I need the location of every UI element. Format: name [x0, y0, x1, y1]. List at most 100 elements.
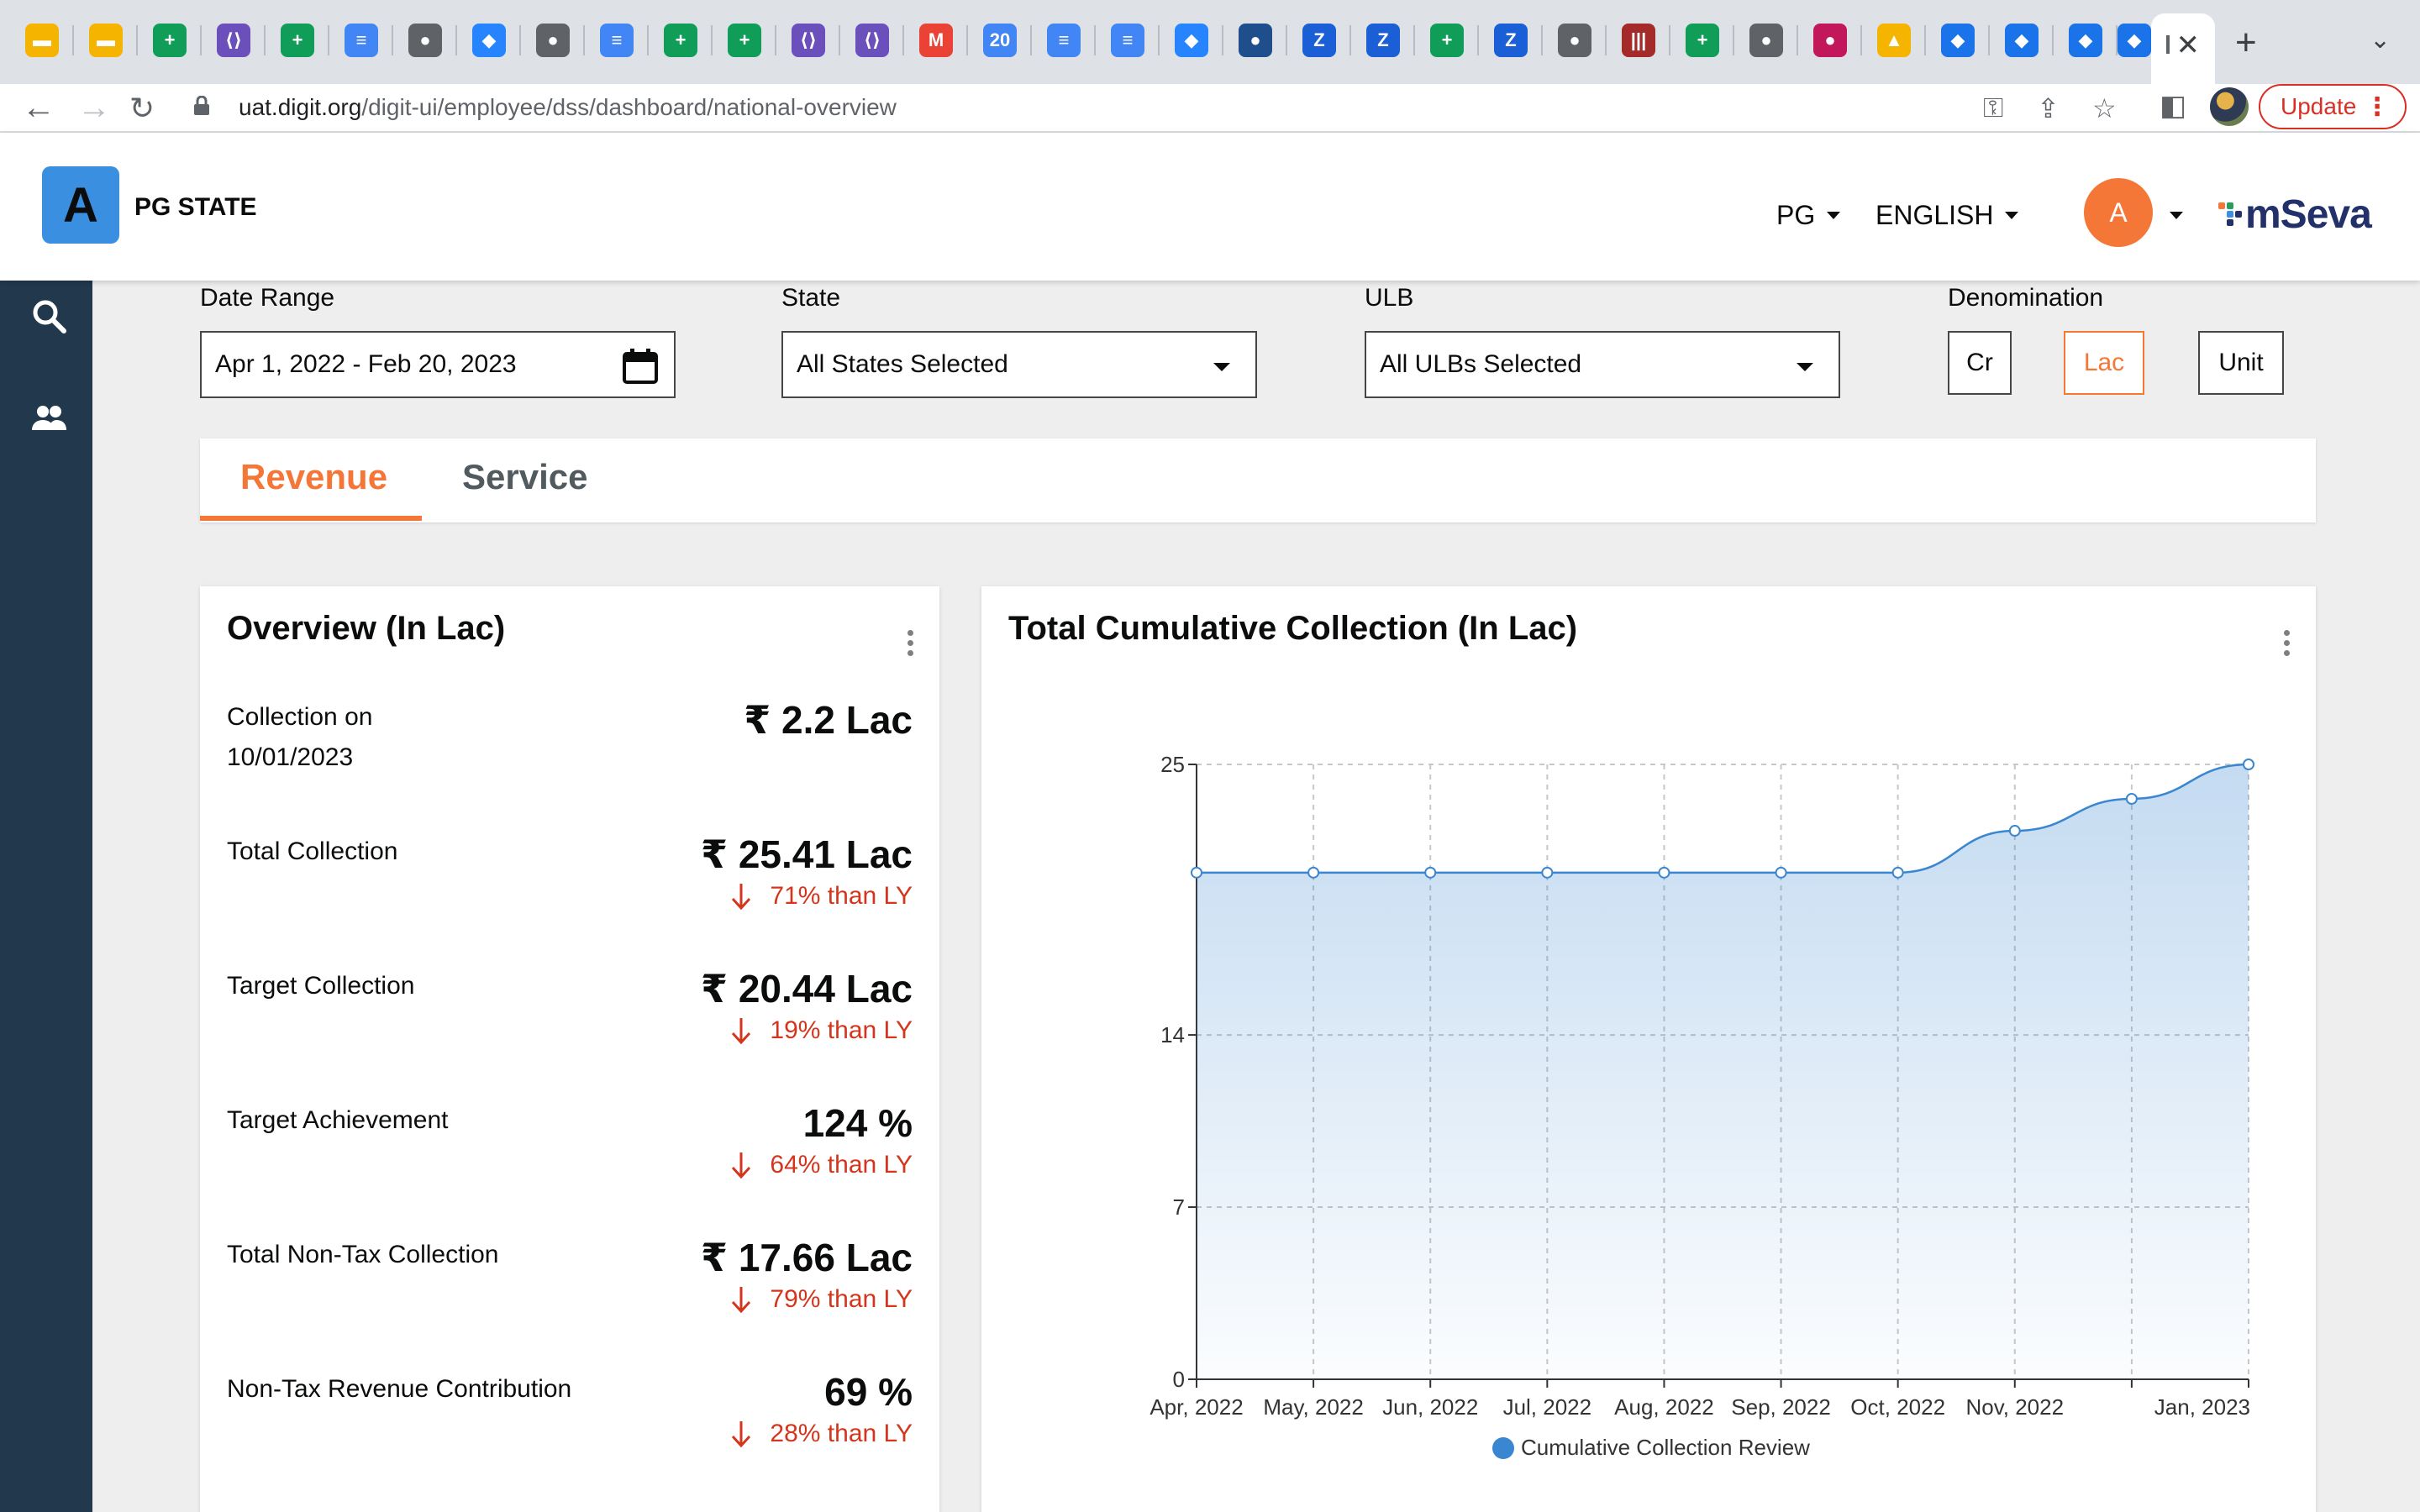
back-arrow-icon[interactable]: ←	[22, 89, 55, 126]
overview-card: Overview (In Lac) Collection on 10/01/20…	[200, 586, 939, 1512]
slides-icon[interactable]: ▬	[25, 24, 59, 57]
state-select[interactable]: All States Selected	[781, 331, 1257, 398]
ulb-select[interactable]: All ULBs Selected	[1365, 331, 1840, 398]
tab-service[interactable]: Service	[462, 457, 588, 496]
lock-icon	[194, 96, 209, 115]
docs-icon[interactable]: ≡	[1111, 24, 1144, 57]
language-dropdown[interactable]: ENGLISH	[1876, 200, 2019, 231]
tenant-dropdown[interactable]: PG	[1776, 200, 1841, 231]
people-icon[interactable]	[30, 400, 67, 437]
active-browser-tab[interactable]: ✕	[2151, 13, 2215, 84]
dropdown-caret-icon	[1797, 363, 1813, 371]
zoho-icon[interactable]: Z	[1494, 24, 1528, 57]
user-avatar[interactable]: A	[2084, 178, 2153, 247]
sheets-icon[interactable]: +	[728, 24, 761, 57]
jira-icon[interactable]: ◆	[472, 24, 506, 57]
tab-separator	[1413, 25, 1415, 55]
reload-icon[interactable]: ↻	[129, 91, 155, 125]
denomination-label: Denomination	[1948, 284, 2104, 312]
bookmark-star-icon[interactable]: ☆	[2092, 93, 2117, 123]
user-menu-caret-icon[interactable]	[2170, 212, 2183, 219]
browser-profile-avatar[interactable]	[2210, 87, 2249, 126]
zoho-icon[interactable]: Z	[1366, 24, 1400, 57]
data-point[interactable]	[1191, 866, 1202, 879]
address-bar[interactable]: uat.digit.org/digit-ui/employee/dss/dash…	[173, 86, 2131, 128]
app-icon[interactable]: ●	[1239, 24, 1272, 57]
app-header: A PG STATE PG ENGLISH A mSeva	[0, 133, 2420, 281]
chart-menu-icon[interactable]	[2284, 630, 2291, 660]
denomination-cr-button[interactable]: Cr	[1948, 331, 2012, 395]
course-icon[interactable]: ◆	[2118, 24, 2151, 57]
close-tab-icon[interactable]: ✕	[2175, 29, 2201, 61]
drive-icon[interactable]: ▲	[1877, 24, 1911, 57]
data-point[interactable]	[1891, 866, 1904, 879]
data-point[interactable]	[1424, 866, 1437, 879]
chart-legend[interactable]: Cumulative Collection Review	[981, 1435, 2321, 1461]
update-button[interactable]: Update ⋮	[2259, 84, 2407, 129]
overview-menu-icon[interactable]	[908, 630, 914, 660]
docs-icon[interactable]: ≡	[345, 24, 378, 57]
side-panel-icon[interactable]: ◧	[2160, 90, 2187, 122]
course-icon[interactable]: ◆	[2069, 24, 2102, 57]
tab-favicon	[2166, 35, 2170, 54]
metric-change: 79% than LY	[731, 1285, 913, 1314]
x-tick-label: Nov, 2022	[1965, 1394, 2064, 1420]
y-tick-label: 7	[1173, 1194, 1185, 1220]
date-range-picker[interactable]: Apr 1, 2022 - Feb 20, 2023	[200, 331, 676, 398]
data-point[interactable]	[1307, 866, 1320, 879]
tab-separator	[647, 25, 649, 55]
metric-value: ₹ 20.44 Lac	[701, 967, 913, 1011]
code-icon[interactable]: ⟨⟩	[792, 24, 825, 57]
data-point[interactable]	[1541, 866, 1554, 879]
course-icon[interactable]: ◆	[2005, 24, 2039, 57]
forward-arrow-icon[interactable]: →	[77, 89, 111, 126]
metric-value: ₹ 25.41 Lac	[701, 832, 913, 876]
bars-icon[interactable]: |||	[1622, 24, 1655, 57]
app-icon[interactable]: ●	[1813, 24, 1847, 57]
url-text[interactable]: uat.digit.org/digit-ui/employee/dss/dash…	[239, 94, 897, 121]
tab-revenue[interactable]: Revenue	[240, 457, 388, 496]
cumulative-collection-chart: 0 7 14 25 Apr, 2022 May, 2022 Jun, 2022 Jul, 2…	[1150, 752, 2254, 1420]
sheets-icon[interactable]: +	[1430, 24, 1464, 57]
globe-icon[interactable]: ●	[1558, 24, 1591, 57]
tab-separator	[1158, 25, 1160, 55]
data-point[interactable]	[1658, 866, 1670, 879]
tab-separator	[775, 25, 776, 55]
key-icon[interactable]: ⚿	[1983, 92, 2004, 123]
data-point[interactable]	[2125, 792, 2138, 805]
code-icon[interactable]: ⟨⟩	[217, 24, 250, 57]
globe-icon[interactable]: ●	[408, 24, 442, 57]
caret-down-icon	[1827, 212, 1841, 219]
jira-icon[interactable]: ◆	[1175, 24, 1208, 57]
data-point[interactable]	[2008, 825, 2021, 837]
course-icon[interactable]: ◆	[1941, 24, 1975, 57]
gmail-icon[interactable]: M	[919, 24, 953, 57]
denomination-unit-button[interactable]: Unit	[2198, 331, 2284, 395]
calendar-icon[interactable]: 20	[983, 24, 1017, 57]
docs-icon[interactable]: ≡	[1047, 24, 1081, 57]
sheets-icon[interactable]: +	[1686, 24, 1719, 57]
share-icon[interactable]: ⇪	[2037, 93, 2060, 123]
metric-label: Total Collection	[227, 837, 398, 865]
code-icon[interactable]: ⟨⟩	[855, 24, 889, 57]
sheets-icon[interactable]: +	[281, 24, 314, 57]
docs-icon[interactable]: ≡	[600, 24, 634, 57]
sheets-icon[interactable]: +	[664, 24, 697, 57]
zoho-icon[interactable]: Z	[1302, 24, 1336, 57]
metric-label: Target Collection	[227, 972, 415, 1000]
new-tab-icon[interactable]: +	[2235, 22, 2257, 63]
tab-separator	[966, 25, 968, 55]
search-icon[interactable]	[30, 297, 67, 334]
sheets-icon[interactable]: +	[153, 24, 187, 57]
denomination-lac-button[interactable]: Lac	[2064, 331, 2144, 395]
globe-icon[interactable]: ●	[1749, 24, 1783, 57]
slides-icon[interactable]: ▬	[89, 24, 123, 57]
tab-separator	[1860, 25, 1862, 55]
data-point[interactable]	[1775, 866, 1787, 879]
overview-title: Overview (In Lac)	[227, 610, 506, 647]
tab-search-chevron-icon[interactable]: ⌄	[2370, 26, 2391, 54]
globe-icon[interactable]: ●	[536, 24, 570, 57]
tab-separator	[1733, 25, 1734, 55]
tab-separator	[2116, 25, 2118, 55]
data-point[interactable]	[2243, 759, 2254, 770]
